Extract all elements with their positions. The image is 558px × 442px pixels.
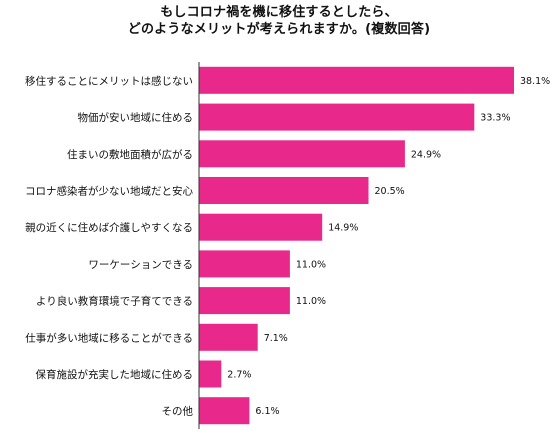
value-label-5: 11.0% — [296, 259, 326, 270]
value-label-9: 6.1% — [255, 406, 279, 417]
chart-title-line-2: どのようなメリットが考えられますか。(複数回答) — [127, 22, 431, 37]
chart-title: もしコロナ禍を機に移住するとしたら、 どのようなメリットが考えられますか。(複数… — [0, 4, 558, 38]
bar-8 — [199, 360, 222, 388]
bar-1 — [199, 103, 475, 131]
bar-7 — [199, 323, 258, 351]
bars-layer — [199, 66, 514, 425]
labels-layer: 移住することにメリットは感じない 38.1% 物価が安い地域に住める 33.3% 住まい… — [25, 74, 550, 417]
category-label-8: 保育施設が充実した地域に住める — [36, 368, 194, 381]
category-label-5: ワーケーションできる — [88, 259, 193, 271]
category-label-7: 仕事が多い地域に移ることができる — [25, 331, 193, 344]
bar-5 — [199, 250, 290, 278]
bar-0 — [199, 66, 514, 94]
bar-3 — [199, 177, 369, 204]
value-label-7: 7.1% — [264, 333, 288, 344]
category-label-1: 物価が安い地域に住める — [78, 111, 194, 124]
value-label-4: 14.9% — [328, 223, 358, 234]
value-label-3: 20.5% — [375, 186, 405, 197]
value-label-6: 11.0% — [296, 296, 326, 307]
bar-6 — [199, 287, 290, 315]
chart-title-line-1: もしコロナ禍を機に移住するとしたら、 — [160, 5, 398, 20]
category-label-2: 住まいの敷地面積が広がる — [67, 148, 193, 161]
category-label-9: その他 — [162, 405, 194, 418]
category-label-3: コロナ感染者が少ない地域だと安心 — [25, 185, 193, 198]
bar-4 — [199, 213, 323, 241]
value-label-8: 2.7% — [227, 370, 251, 381]
bar-2 — [199, 140, 405, 168]
category-label-0: 移住することにメリットは感じない — [25, 74, 193, 87]
bar-9 — [199, 397, 250, 425]
category-label-4: 親の近くに住めば介護しやすくなる — [25, 221, 193, 234]
value-label-2: 24.9% — [411, 149, 441, 160]
value-label-0: 38.1% — [520, 76, 550, 87]
category-label-6: より良い教育環境で子育てできる — [36, 295, 193, 308]
value-label-1: 33.3% — [480, 113, 510, 124]
